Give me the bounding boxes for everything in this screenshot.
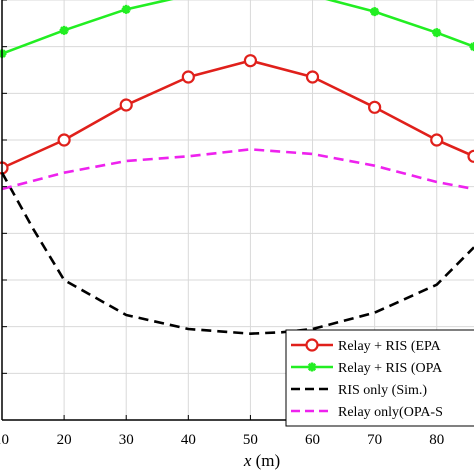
x-tick-label-10: 10 [0, 432, 9, 448]
legend-label-1: Relay + RIS (OPA [338, 361, 443, 376]
series-0-point-7 [430, 133, 444, 147]
legend: Relay + RIS (EPA Relay + RIS (OPA RIS only… [285, 329, 474, 427]
series-lines [0, 0, 474, 335]
series-1-point-2 [121, 4, 131, 14]
x-axis-title: x (m) [243, 451, 280, 470]
x-tick-label-50: 50 [243, 432, 258, 448]
series-0-point-5 [305, 70, 320, 84]
series-0-point-0 [0, 161, 9, 175]
legend-label-0: Relay + RIS (EPA [338, 339, 442, 354]
x-axis-variable: x [243, 451, 252, 470]
series-0-point-2 [119, 98, 133, 112]
series-1-point-8 [469, 42, 474, 52]
x-tick-label-70: 70 [367, 432, 382, 448]
series-0-point-3 [181, 70, 195, 84]
series-1-point-6 [370, 7, 380, 17]
legend-label-2: RIS only (Sim.) [338, 383, 427, 398]
series-1-point-1 [59, 25, 69, 35]
series-line-1 [1, 0, 474, 55]
series-line-3 [1, 148, 474, 191]
series-line-2 [0, 172, 474, 335]
x-axis-unit: (m) [251, 451, 280, 470]
x-tick-label-60: 60 [305, 432, 320, 448]
series-0-point-6 [368, 100, 382, 114]
x-tick-label-20: 20 [57, 432, 72, 448]
legend-marker-0 [305, 338, 319, 352]
series-0-point-1 [57, 133, 71, 147]
legend-marker-1 [307, 362, 317, 372]
x-tick-label-40: 40 [181, 432, 196, 448]
tick-labels: 10 20 30 40 50 60 70 80 [0, 432, 444, 448]
x-tick-label-80: 80 [429, 432, 444, 448]
x-tick-label-30: 30 [119, 432, 134, 448]
series-0-point-4 [243, 54, 258, 68]
series-1-point-7 [432, 28, 442, 38]
legend-label-3: Relay only(OPA-S [338, 405, 443, 420]
series-0-point-8 [467, 149, 474, 163]
